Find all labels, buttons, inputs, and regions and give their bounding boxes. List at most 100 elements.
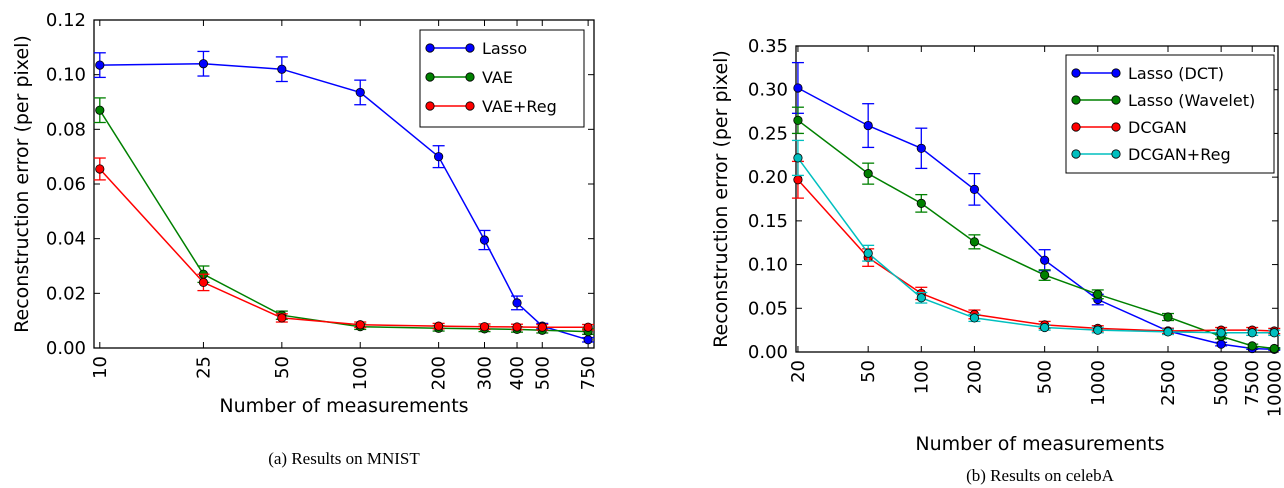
chart-mnist: 0.00 0.02 0.04 0.06 0.08 0.10 0.12 10 25 50 100 20… (11, 10, 599, 468)
legend-entry-label: Lasso (DCT) (1128, 64, 1224, 83)
x-tick-label: 300 (474, 356, 495, 390)
y-tick-label: 0.02 (46, 283, 86, 304)
series-celeba-1 (791, 106, 1281, 354)
x-tick-label: 500 (1035, 360, 1056, 394)
legend-swatch-marker (425, 101, 435, 111)
y-tick-label: 0.15 (748, 211, 788, 232)
series-mnist-2 (93, 157, 595, 332)
data-point (1163, 312, 1173, 322)
data-point (537, 322, 547, 332)
legend-mnist: Lasso VAE VAE+Reg (419, 29, 585, 128)
data-point (916, 143, 926, 153)
x-ticks-mnist: 10 25 50 100 200 300 400 500 750 (90, 20, 599, 390)
y-tick-label: 0.05 (748, 298, 788, 319)
data-point (95, 105, 105, 115)
data-point (512, 298, 522, 308)
data-point (355, 87, 365, 98)
series-line (797, 119, 1275, 350)
x-tick-label: 750 (578, 356, 599, 390)
legend-swatch-marker (465, 101, 475, 111)
legend-swatch-marker (465, 43, 475, 53)
legend-swatch-marker (1071, 122, 1081, 132)
chart-celeba: 0.00 0.05 0.10 0.15 0.20 0.25 0.30 0.35 20 50 100… (710, 36, 1284, 485)
legend-swatch-marker (1111, 122, 1121, 132)
data-point (793, 115, 803, 125)
y-tick-label: 0.00 (46, 338, 86, 359)
data-point (793, 83, 803, 93)
y-tick-label: 0.10 (46, 65, 86, 86)
y-tick-label: 0.35 (748, 36, 788, 57)
y-tick-label: 0.06 (46, 174, 86, 195)
data-point (1269, 328, 1279, 338)
data-point (969, 313, 980, 323)
x-tick-label: 50 (272, 356, 293, 379)
legend-swatch-marker (425, 43, 435, 53)
x-tick-label: 5000 (1211, 360, 1232, 406)
caption-celeba: (b) Results on celebA (966, 466, 1114, 485)
x-tick-label: 200 (429, 356, 450, 390)
data-point (969, 184, 980, 194)
legend-celeba: Lasso (DCT) Lasso (Wavelet) DCGAN DCGAN+Reg (1065, 54, 1275, 174)
legend-swatch-marker (1071, 149, 1081, 159)
series-group-celeba (791, 61, 1281, 354)
legend-entry-label: Lasso (Wavelet) (1128, 91, 1255, 110)
x-tick-label: 7500 (1242, 360, 1263, 406)
legend-swatch-marker (1111, 149, 1121, 159)
y-tick-label: 0.25 (748, 123, 788, 144)
data-point (479, 322, 490, 332)
data-point (95, 164, 105, 174)
y-tick-label: 0.04 (46, 229, 86, 250)
series-line (797, 87, 1275, 351)
x-tick-label: 2500 (1158, 360, 1179, 406)
data-point (1040, 270, 1050, 280)
y-tick-label: 0.00 (748, 342, 788, 363)
series-line (797, 157, 1275, 334)
legend-swatch-marker (425, 72, 435, 82)
data-point (916, 198, 926, 208)
data-point (1216, 328, 1226, 338)
data-point (863, 169, 873, 179)
data-point (434, 152, 444, 162)
data-point (793, 175, 803, 185)
legend-entry-label: DCGAN+Reg (1128, 145, 1231, 164)
y-tick-label: 0.30 (748, 80, 788, 101)
data-point (1269, 343, 1279, 354)
data-point (863, 248, 873, 258)
legend-entry-label: VAE+Reg (482, 97, 557, 116)
legend-box (419, 29, 585, 128)
x-tick-label: 100 (911, 360, 932, 394)
data-point (434, 321, 444, 331)
legend-entry-label: Lasso (482, 39, 527, 58)
x-tick-label: 10000 (1264, 360, 1284, 417)
legend-swatch-marker (1071, 95, 1081, 105)
data-point (355, 320, 365, 330)
legend-swatch-marker (1111, 95, 1121, 105)
data-point (916, 293, 926, 303)
x-axis-label-mnist: Number of measurements (219, 395, 468, 417)
series-celeba-3 (791, 139, 1281, 338)
x-tick-label: 100 (350, 356, 371, 390)
data-point (95, 60, 105, 70)
x-tick-label: 20 (788, 360, 809, 383)
legend-swatch-marker (1071, 68, 1081, 78)
y-tick-label: 0.10 (748, 255, 788, 276)
legend-swatch-marker (1111, 68, 1121, 78)
x-axis-label-celeba: Number of measurements (915, 433, 1164, 455)
data-point (1093, 289, 1103, 299)
data-point (863, 120, 873, 131)
x-tick-label: 10 (90, 356, 111, 379)
y-tick-label: 0.12 (46, 10, 86, 31)
data-point (583, 335, 593, 345)
data-point (1040, 255, 1050, 265)
x-tick-label: 200 (964, 360, 985, 394)
x-ticks-celeba: 20 50 100 200 500 1000 2500 5000 7500 10000 (788, 46, 1284, 417)
x-tick-label: 25 (193, 356, 214, 379)
data-point (1247, 341, 1257, 351)
y-tick-label: 0.20 (748, 167, 788, 188)
x-tick-label: 400 (507, 356, 528, 390)
legend-entry-label: DCGAN (1128, 118, 1187, 137)
data-point (1093, 325, 1103, 335)
data-point (1040, 322, 1050, 333)
legend-swatch-marker (465, 72, 475, 82)
